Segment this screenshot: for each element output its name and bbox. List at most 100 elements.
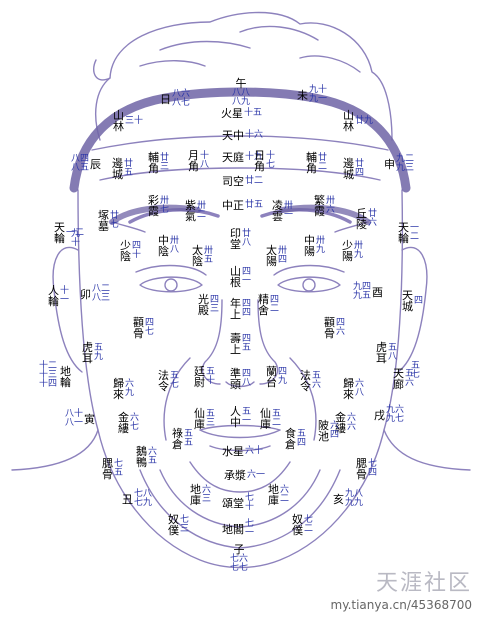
label-dige2: 地閣七 一	[222, 520, 254, 538]
label-zhongmu: 塚墓廿 七	[98, 210, 119, 232]
label-renzhong: 人中五 一	[230, 406, 251, 428]
age-number: 八十 八一	[65, 409, 84, 428]
region-name: 蘭台	[266, 365, 277, 389]
label-ziqi: 紫氣卅 二	[185, 200, 206, 222]
region-name: 卯	[80, 287, 91, 301]
label-qiuling: 丘陵廿 六	[356, 208, 377, 230]
age-number: 五 二	[272, 409, 282, 428]
chin-curves	[139, 469, 341, 549]
label-biancheng-l: 邊城廿 五	[112, 158, 133, 180]
region-name: 壽上	[230, 332, 241, 356]
age-number: 四 八	[242, 369, 252, 388]
label-ri: 日八六 八七	[160, 90, 190, 108]
age-number: 卅 二	[197, 201, 207, 220]
eye-right	[277, 276, 341, 293]
age-number: 四 十	[132, 241, 142, 260]
region-name: 準頭	[230, 367, 241, 391]
region-name: 中陰	[158, 234, 169, 258]
label-dilun: 地輪	[60, 366, 71, 388]
age-number: 七 十	[245, 493, 255, 512]
region-name: 酉	[372, 285, 384, 299]
age-number: 六 三	[202, 485, 212, 504]
region-name: 人中	[230, 405, 241, 429]
label-wei: 未九十 九一	[297, 86, 327, 104]
region-name: 太陰	[192, 244, 203, 268]
age-number: 八六 八七	[172, 89, 191, 108]
label-xianku-l: 仙庫五 三	[194, 408, 215, 430]
region-name: 山林	[113, 109, 124, 133]
region-name: 天中	[222, 129, 244, 142]
ear-left	[52, 246, 83, 373]
label-sikong: 司空 廿二	[222, 176, 263, 187]
label-huoxing: 火星 十五	[221, 108, 262, 119]
region-name: 陂池	[318, 419, 329, 443]
label-huer-r: 虎耳五 八	[376, 342, 397, 364]
region-name: 戌	[374, 408, 385, 422]
age-number: 廿 四	[355, 159, 365, 178]
label-jingshe: 精舍四 二	[258, 294, 279, 316]
region-name: 地庫	[190, 483, 201, 507]
region-name: 凌雲	[272, 199, 283, 223]
region-name: 子	[233, 543, 245, 556]
age-number: 卅 一	[284, 201, 294, 220]
label-guangdian: 光殿四 三	[198, 294, 219, 316]
label-saigu-l: 腮骨七 五	[102, 458, 123, 480]
age-number: 六十	[245, 446, 264, 456]
age-number: 一二	[66, 227, 85, 238]
age-number: 四	[414, 295, 424, 306]
label-caixia: 彩霞卅 七	[148, 195, 169, 217]
label-qilable: 五 七	[410, 362, 420, 380]
label-tianlang: 天廊五 六	[393, 368, 414, 390]
region-name: 法令	[300, 369, 311, 393]
label-shaoyang: 少陽卅 九	[342, 240, 363, 262]
age-number: 四 三	[210, 295, 220, 314]
region-name: 虎耳	[376, 341, 387, 365]
age-number: 七八 七九	[134, 489, 153, 508]
region-name: 日角	[254, 149, 265, 173]
label-zhongzheng: 中正 廿五	[222, 200, 263, 211]
label-tingwei: 廷尉五 十	[194, 366, 215, 388]
label-rijiao: 日角十 七	[254, 150, 275, 172]
label-xu: 戌九六 九七	[374, 406, 404, 424]
age-number: 廿 二	[318, 153, 328, 172]
label-taiyin: 太陰卅 五	[192, 245, 213, 267]
region-name: 邊城	[343, 157, 354, 181]
label-eya: 鵝鴨六 五	[136, 446, 157, 468]
age-number: 卅 八	[170, 236, 180, 255]
label-fanxia: 繁霞卅 六	[314, 195, 335, 217]
region-name: 火星	[221, 107, 243, 120]
region-name: 日	[160, 92, 171, 106]
age-number: 七 二	[304, 515, 314, 534]
label-jinlv-l: 金縷六 七	[118, 412, 139, 434]
region-name: 塚墓	[98, 209, 109, 233]
label-yin: 八十 八一寅	[64, 410, 95, 428]
label-nianshang: 年上四 四	[230, 298, 251, 320]
region-name: 山根	[230, 265, 241, 289]
age-number: 十五	[244, 108, 263, 118]
hair-band	[69, 87, 411, 193]
age-number: 三十	[125, 115, 144, 126]
label-you: 九四 九五酉	[352, 283, 383, 301]
label-shuixing: 水星 六十	[222, 446, 263, 457]
age-number: 五 八	[388, 343, 398, 362]
age-number: 九四 九五	[353, 282, 372, 301]
label-taiyang: 太陽卅 四	[266, 245, 287, 267]
region-name: 鵝鴨	[136, 445, 147, 469]
label-saigu-r: 腮骨七 四	[356, 458, 377, 480]
age-number: 五 六	[312, 371, 322, 390]
region-name: 頌堂	[222, 496, 244, 510]
region-name: 邊城	[112, 157, 123, 181]
age-number: 五 九	[94, 343, 104, 362]
region-name: 天輪	[54, 221, 65, 245]
label-nupu-r: 奴僕七 二	[292, 514, 313, 536]
label-shaoyin: 少陰四 十	[120, 240, 141, 262]
region-name: 紫氣	[185, 199, 196, 223]
label-guilai-l: 歸來六 九	[113, 378, 134, 400]
label-mao: 卯八二 八三	[80, 285, 110, 303]
region-name: 水星	[222, 445, 244, 458]
age-number: 五 七	[411, 361, 421, 380]
region-name: 地閣	[222, 522, 244, 536]
region-name: 虎耳	[82, 341, 93, 365]
label-tianting: 天庭 十九	[222, 152, 263, 163]
label-xianku-r: 仙庫五 二	[260, 408, 281, 430]
